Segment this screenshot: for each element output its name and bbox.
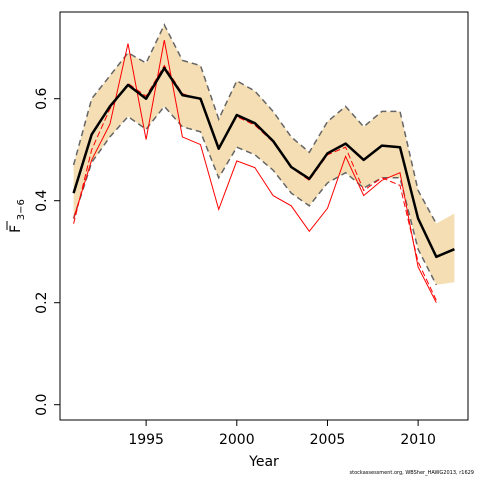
retro-line-dashed — [73, 64, 437, 301]
svg-text:F 3−6: F 3−6 — [8, 199, 27, 233]
x-tick-label: 2000 — [219, 432, 255, 448]
upper-bound-line — [72, 23, 437, 225]
plot-frame — [59, 11, 469, 421]
x-axis: 1995 2000 2005 2010 — [128, 420, 436, 448]
y-axis: 0.0 0.2 0.4 0.6 — [34, 87, 60, 416]
y-tick-label: 0.2 — [34, 292, 50, 314]
x-axis-title: Year — [248, 454, 279, 470]
footer-credit: stockassessment.org, WBSher_HAWG2013, r1… — [349, 470, 474, 476]
y-tick-label: 0.0 — [34, 394, 50, 416]
x-tick-label: 2010 — [400, 432, 436, 448]
y-axis-title-subscript: 3−6 — [16, 199, 27, 220]
confidence-band — [73, 24, 455, 285]
y-tick-label: 0.6 — [34, 87, 50, 109]
x-tick-label: 1995 — [128, 432, 164, 448]
retro-line-solid — [73, 40, 437, 303]
y-axis-title-main: F — [8, 225, 24, 233]
estimate-line — [72, 66, 455, 259]
series-line-layer — [72, 23, 455, 303]
x-tick-label: 2005 — [310, 432, 346, 448]
lower-bound-line — [72, 105, 437, 286]
confidence-band-layer — [73, 24, 455, 285]
y-axis-title: F 3−6 — [6, 199, 27, 233]
y-tick-label: 0.4 — [34, 189, 50, 211]
